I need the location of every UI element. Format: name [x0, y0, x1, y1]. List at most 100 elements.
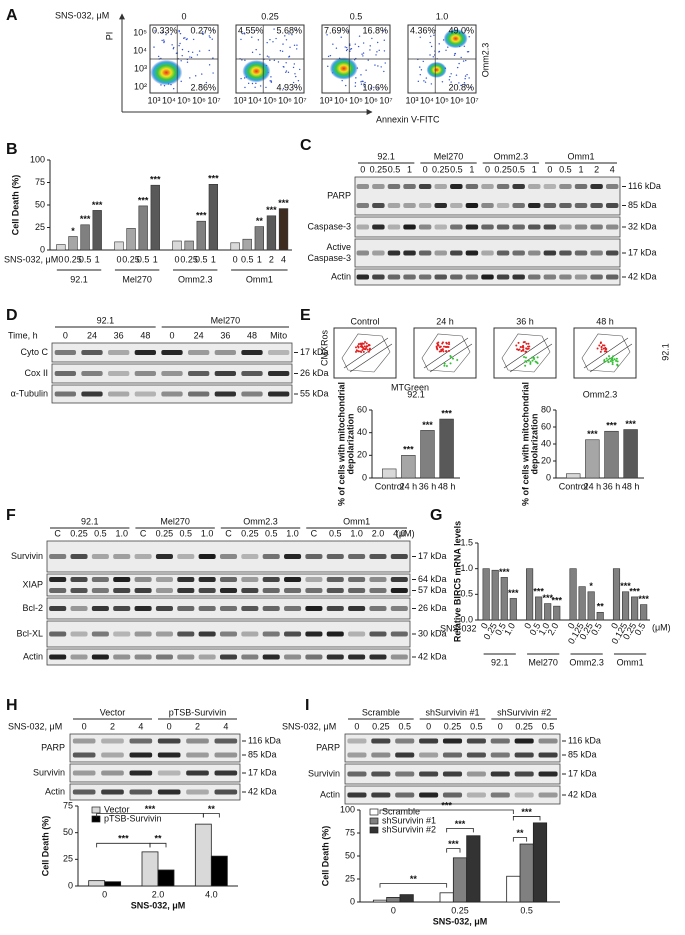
group-label: shSurvivin #1 — [425, 707, 479, 717]
y-tick-label: 20 — [541, 455, 551, 465]
flow-dot — [255, 82, 257, 85]
flow-dot — [269, 59, 271, 62]
flow-dot — [299, 68, 301, 71]
y-tick-label: 40 — [357, 427, 367, 437]
blot-band — [134, 588, 152, 593]
x-tick-label: 0.5 — [195, 254, 208, 264]
blot-band — [49, 654, 67, 660]
row-label: PARP — [327, 190, 351, 200]
blot-band — [70, 577, 88, 582]
flow-dot — [367, 350, 370, 353]
blot-band — [198, 631, 216, 637]
blot-band — [49, 577, 67, 582]
blot-band — [538, 752, 558, 758]
plot-title: 24 h — [436, 316, 454, 326]
x-tick-label: 0.5 — [520, 905, 533, 915]
unit-label: (μM) — [396, 528, 415, 538]
x-tick-label: 36 h — [603, 481, 621, 491]
flow-dot — [383, 39, 385, 41]
x-tick-label: 10⁶ — [192, 95, 206, 105]
bar — [150, 184, 160, 251]
lane-label: 0 — [167, 721, 172, 731]
flow-dot — [277, 61, 280, 63]
plot-title: 36 h — [516, 316, 534, 326]
blot-band — [161, 391, 183, 397]
blot-band — [419, 771, 439, 777]
flow-dot — [367, 59, 369, 61]
blot-band — [262, 654, 280, 660]
blot-band — [157, 789, 181, 795]
plot-title: Control — [350, 316, 379, 326]
bar — [210, 855, 228, 887]
flow-dot — [269, 38, 271, 41]
blot-band — [372, 184, 385, 189]
flow-dot — [357, 350, 360, 353]
blot-band — [496, 224, 510, 230]
blot-band — [326, 554, 344, 559]
blot-band — [450, 224, 463, 230]
flow-dot — [184, 37, 186, 39]
x-tick-label: 0 — [233, 254, 238, 264]
row-label: Cyto C — [20, 347, 48, 357]
significance-bracket — [149, 842, 167, 848]
blot-band — [403, 274, 416, 280]
significance: ** — [410, 874, 418, 884]
bar — [439, 418, 454, 479]
blot-band — [403, 184, 416, 189]
flow-dot — [606, 359, 609, 362]
flow-dot — [296, 48, 298, 50]
bar — [623, 429, 638, 479]
bar — [585, 439, 600, 479]
flow-plot — [333, 327, 397, 379]
blot-band — [241, 554, 259, 559]
gate-line — [349, 343, 393, 373]
significance-bracket — [96, 842, 151, 848]
bar — [208, 184, 219, 251]
blot-band — [465, 224, 479, 230]
blot-band — [590, 184, 603, 189]
flow-dot — [244, 59, 246, 62]
flow-dot — [251, 36, 253, 38]
blot-band — [395, 752, 415, 758]
flow-dot — [530, 356, 533, 359]
flow-dot — [611, 357, 614, 360]
flow-dot — [358, 350, 361, 353]
size-marker: 26 kDa — [300, 368, 329, 378]
flow-dot — [365, 345, 368, 348]
blot-band — [390, 631, 408, 637]
blot-band — [442, 771, 463, 777]
blot-band — [81, 350, 103, 355]
flow-dot — [375, 54, 377, 56]
lane-label: 0 — [485, 164, 490, 174]
blot-band — [177, 588, 195, 593]
flow-dot — [287, 71, 290, 74]
blot-band — [543, 184, 557, 189]
flow-dot — [616, 364, 619, 367]
blot-band — [372, 203, 385, 208]
size-marker: 55 kDa — [300, 388, 329, 398]
blot-band — [371, 738, 391, 744]
flow-dot — [353, 59, 356, 61]
lane-label: 0 — [82, 721, 87, 731]
flow-dot — [520, 350, 523, 353]
y-axis-label: Cell Death (%) — [320, 826, 330, 887]
blot-band — [450, 203, 463, 208]
x-axis-label: MTGreen — [391, 382, 429, 392]
flow-dot — [349, 48, 352, 50]
flow-dot — [373, 86, 375, 89]
flow-dot — [450, 73, 452, 75]
blot-band — [186, 789, 209, 795]
blot-band — [157, 752, 181, 758]
blot-band — [481, 274, 494, 280]
flow-dot — [455, 74, 458, 76]
group-label: Omm2.3 — [494, 151, 529, 161]
flow-dot — [354, 82, 357, 84]
bar — [553, 605, 561, 621]
blot-band — [91, 577, 109, 582]
blot-band — [241, 577, 259, 582]
blot-band — [134, 654, 152, 660]
flow-dot — [453, 54, 456, 56]
group-label: Omm2.3 — [243, 516, 278, 526]
panel-letter: H — [6, 697, 18, 714]
blot-band — [188, 371, 210, 376]
